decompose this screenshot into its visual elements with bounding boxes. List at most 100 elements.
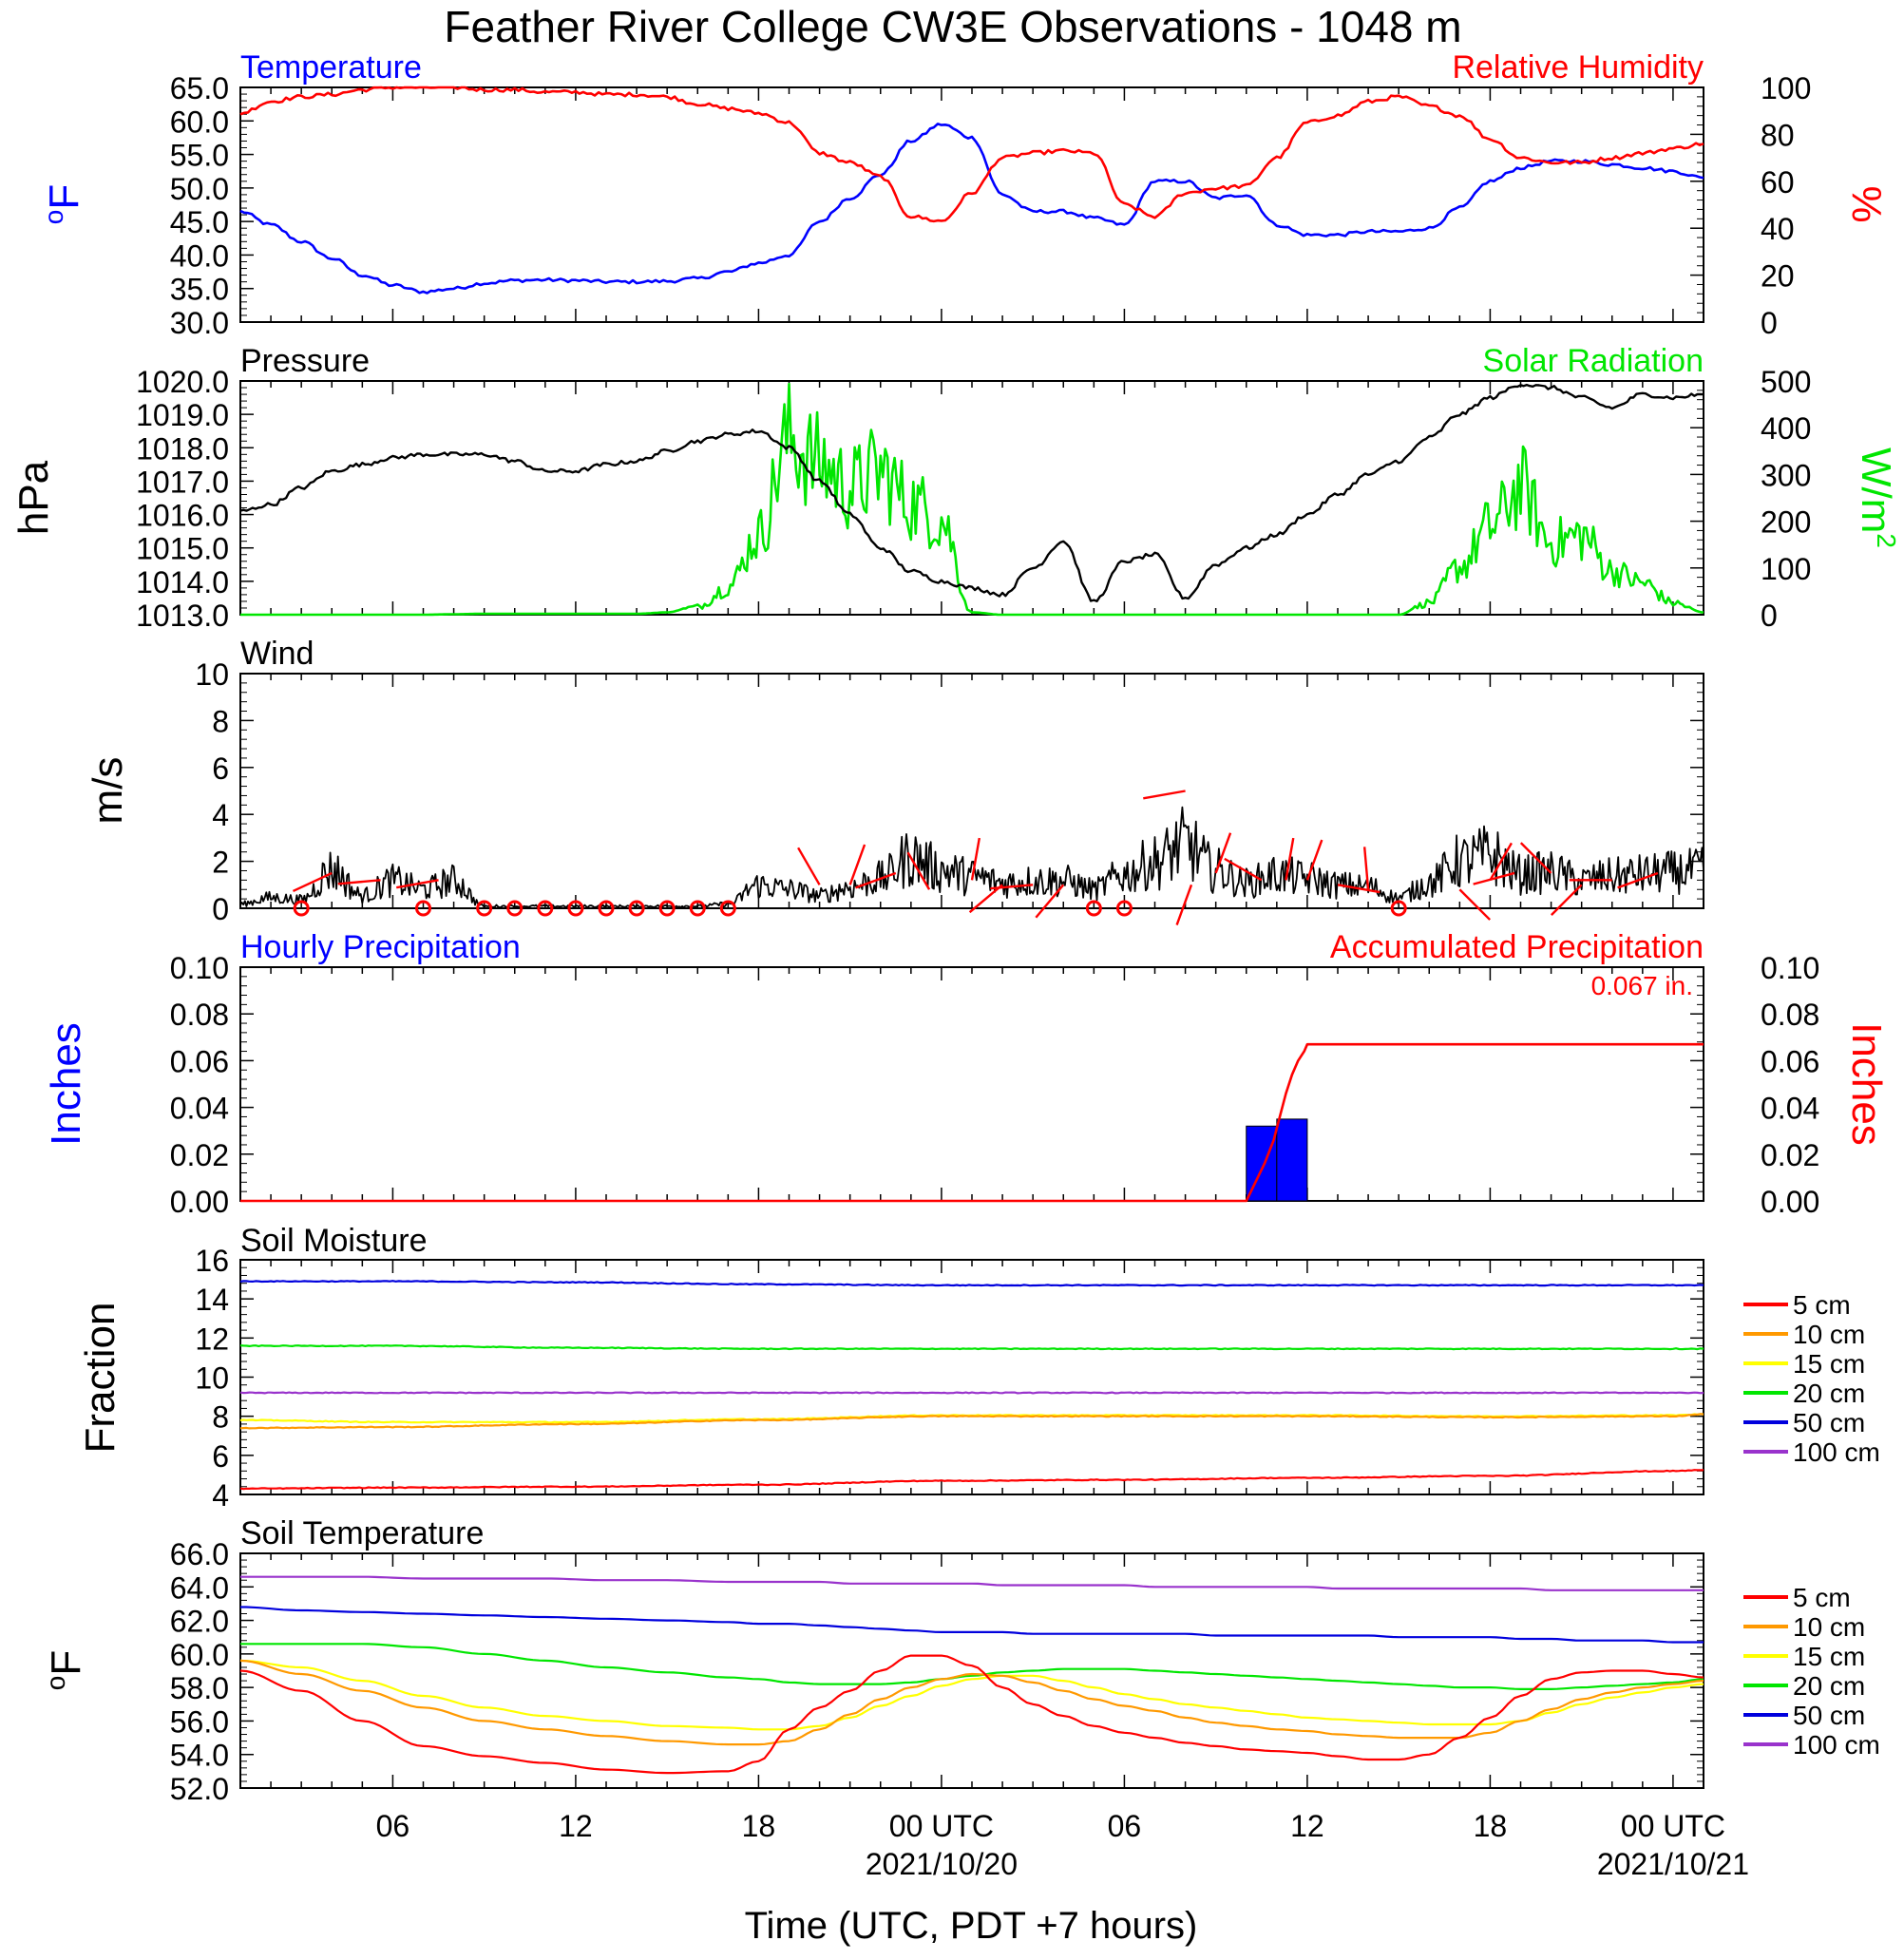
y-axis-label-soil-moisture: Fraction: [77, 1303, 124, 1454]
panel-title-relative-humidity: Relative Humidity: [1452, 49, 1704, 86]
y-tick-label: 50.0: [170, 172, 229, 206]
panel-frame-wind: [239, 673, 1704, 909]
legend-label: 100 cm: [1793, 1437, 1880, 1467]
wind-barb: [1473, 871, 1515, 885]
panel-title-wind: Wind: [240, 636, 314, 672]
legend-label: 10 cm: [1793, 1320, 1865, 1349]
panel-title-soil-temperature: Soil Temperature: [240, 1515, 484, 1551]
y-right-tick-label: 0.08: [1761, 998, 1819, 1032]
y-tick-label: 0.10: [170, 951, 229, 985]
wind-calm-marker: [506, 900, 524, 917]
wind-calm-marker: [537, 900, 554, 917]
time-tick-label: 00 UTC: [1621, 1809, 1725, 1843]
y-tick-label: 1019.0: [136, 398, 229, 432]
y-right-tick-label: 200: [1761, 505, 1811, 540]
y-right-tick-label: 500: [1761, 365, 1811, 399]
solar-radiation-line: [240, 382, 1704, 617]
y-right-tick-label: 0: [1761, 599, 1778, 633]
soil-line-10cm: [239, 1413, 1704, 1430]
time-tick-label: 12: [559, 1809, 593, 1843]
y-tick-label: 45.0: [170, 205, 229, 239]
y-right-tick-label: 300: [1761, 458, 1811, 492]
y-tick-label: 0.06: [170, 1044, 229, 1078]
legend-label: 20 cm: [1793, 1379, 1865, 1408]
figure-title: Feather River College CW3E Observations …: [444, 2, 1461, 51]
y-tick-label: 55.0: [170, 139, 229, 173]
y-right-tick-label: 80: [1761, 118, 1795, 152]
y-right-tick-label: 0.10: [1761, 951, 1819, 985]
wind-barb: [1224, 857, 1263, 882]
wind-barb: [1143, 790, 1186, 800]
y-axis-label-accum-inches: Inches: [1843, 1022, 1890, 1146]
y-tick-label: 4: [212, 1478, 229, 1513]
relative-humidity-line: [239, 86, 1704, 223]
wind-calm-marker: [628, 900, 645, 917]
y-tick-label: 1020.0: [136, 365, 229, 399]
degree-symbol: o: [39, 210, 68, 225]
wind-calm-marker: [598, 900, 615, 917]
soil-line-5cm: [239, 1654, 1704, 1775]
wind-barb: [1617, 871, 1659, 889]
wind-barb: [1214, 832, 1232, 874]
legend-label: 20 cm: [1793, 1671, 1865, 1701]
wind-barb: [1175, 884, 1193, 925]
soil-line-50cm: [240, 1606, 1704, 1644]
wind-calm-marker: [1085, 900, 1102, 917]
y-tick-label: 60.0: [170, 1638, 229, 1672]
wind-barb: [1305, 839, 1323, 881]
wind-calm-marker: [415, 900, 431, 917]
y-right-tick-label: 100: [1761, 552, 1811, 586]
legend-label: 50 cm: [1793, 1408, 1865, 1437]
y-tick-label: 62.0: [170, 1605, 229, 1639]
wind-barb: [848, 844, 866, 885]
unit-w-per-m: W/m: [1853, 447, 1899, 533]
panel-frame-precip: [239, 966, 1704, 1202]
wind-speed-line: [239, 806, 1704, 908]
panel-title-temperature: Temperature: [240, 49, 422, 86]
y-tick-label: 64.0: [170, 1570, 229, 1605]
y-tick-label: 10: [195, 1361, 229, 1396]
y-right-tick-label: 40: [1761, 212, 1795, 246]
panel-title-accumulated-precipitation: Accumulated Precipitation: [1330, 929, 1704, 965]
wind-barb: [797, 847, 821, 885]
soil-line-100cm: [239, 1391, 1704, 1395]
panel-title-soil-moisture: Soil Moisture: [240, 1223, 428, 1259]
time-tick-label: 06: [376, 1809, 410, 1843]
y-right-tick-label: 0.02: [1761, 1138, 1819, 1172]
y-tick-label: 0: [212, 892, 229, 926]
y-tick-label: 0.04: [170, 1092, 229, 1126]
time-tick-label: 00 UTC: [889, 1809, 994, 1843]
y-tick-label: 12: [195, 1322, 229, 1356]
y-tick-label: 1017.0: [136, 465, 229, 499]
y-right-tick-label: 0.04: [1761, 1092, 1819, 1126]
y-tick-label: 65.0: [170, 71, 229, 105]
wind-calm-marker: [1115, 900, 1133, 917]
hourly-precip-bar: [1276, 1118, 1308, 1202]
y-tick-label: 10: [195, 657, 229, 692]
hourly-precip-bar: [1246, 1125, 1278, 1202]
legend-label: 15 cm: [1793, 1642, 1865, 1671]
wind-barb: [1035, 884, 1065, 919]
wind-barb: [968, 884, 1003, 914]
y-tick-label: 35.0: [170, 273, 229, 307]
wind-barb: [1550, 884, 1583, 916]
soil-line-5cm: [239, 1469, 1704, 1491]
y-tick-label: 1013.0: [136, 599, 229, 633]
y-tick-label: 8: [212, 1400, 229, 1435]
y-axis-label-soil-temperature: oF: [41, 1650, 89, 1690]
time-tick-label: 12: [1290, 1809, 1324, 1843]
y-tick-label: 52.0: [170, 1772, 229, 1806]
y-tick-label: 0.02: [170, 1138, 229, 1172]
panel-title-pressure: Pressure: [240, 343, 370, 379]
unit-fahrenheit: F: [41, 184, 87, 210]
wind-barb: [337, 879, 381, 885]
wind-barb: [396, 879, 439, 889]
accumulated-total-label: 0.067 in.: [1591, 971, 1693, 1000]
y-right-tick-label: 100: [1761, 71, 1811, 105]
y-tick-label: 4: [212, 798, 229, 832]
y-tick-label: 14: [195, 1283, 229, 1317]
y-right-tick-label: 400: [1761, 411, 1811, 446]
soil-line-15cm: [239, 1659, 1704, 1731]
wind-barb: [1519, 842, 1552, 874]
